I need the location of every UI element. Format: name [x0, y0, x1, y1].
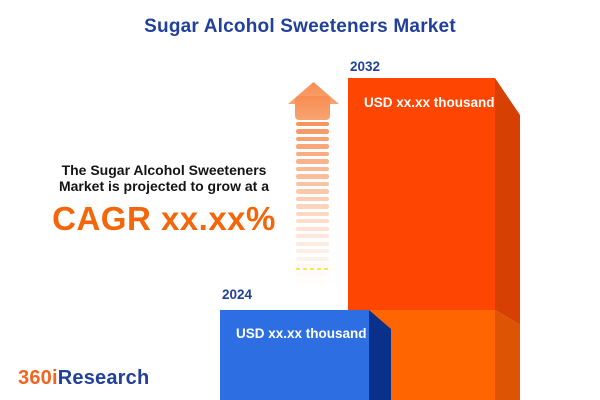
arrow-stripe	[296, 136, 329, 142]
arrow-stripe	[296, 181, 329, 187]
bar-2032-growth-front	[348, 78, 495, 310]
brand-logo: 360iResearch	[18, 367, 149, 390]
bar-2024-side	[369, 310, 391, 400]
arrow-stripe	[296, 249, 329, 254]
arrow-stripe	[296, 166, 329, 172]
bar-value-2032: USD xx.xx thousand	[364, 95, 495, 110]
arrow-stripe	[296, 144, 329, 149]
bar-label-2024: 2024	[222, 287, 253, 302]
arrow-stripe	[296, 189, 329, 194]
description-block: The Sugar Alcohol Sweeteners Market is p…	[28, 162, 300, 238]
bar-2032-base-side	[495, 310, 520, 400]
arrow-stripe	[296, 234, 329, 239]
arrow-stripe	[296, 226, 329, 231]
arrow-stripe	[296, 271, 329, 276]
arrow-stripe	[296, 279, 329, 283]
description-line-2: Market is projected to grow at a	[58, 178, 270, 194]
arrow-stripe	[296, 241, 329, 246]
arrow-stripe	[296, 264, 329, 269]
page-title: Sugar Alcohol Sweeteners Market	[144, 16, 456, 37]
arrow-stripe	[296, 196, 329, 202]
cagr-value: CAGR xx.xx%	[52, 200, 276, 237]
arrow-stripe	[296, 211, 329, 216]
arrow-stripe	[296, 129, 329, 134]
arrow-head-icon	[288, 82, 339, 120]
bar-2024-front	[220, 310, 369, 400]
bar-label-2032: 2032	[350, 59, 381, 74]
brand-logo-prefix: 360i	[18, 367, 58, 389]
bar-2032-growth-side	[495, 78, 520, 325]
bar-value-2024: USD xx.xx thousand	[236, 326, 367, 341]
arrow-stripe	[296, 174, 329, 179]
growth-arrow-icon	[288, 82, 340, 292]
arrow-stripe	[296, 159, 329, 164]
arrow-stripe	[296, 256, 329, 261]
arrow-stripes	[296, 122, 329, 287]
arrow-stripe	[296, 122, 329, 127]
arrow-stripe	[296, 151, 329, 157]
arrow-stripe	[296, 219, 329, 224]
brand-logo-suffix: Research	[57, 367, 150, 389]
dashed-accent-line	[296, 268, 329, 270]
arrow-stripe	[296, 204, 329, 209]
description-line-1: The Sugar Alcohol Sweeteners	[61, 162, 267, 178]
